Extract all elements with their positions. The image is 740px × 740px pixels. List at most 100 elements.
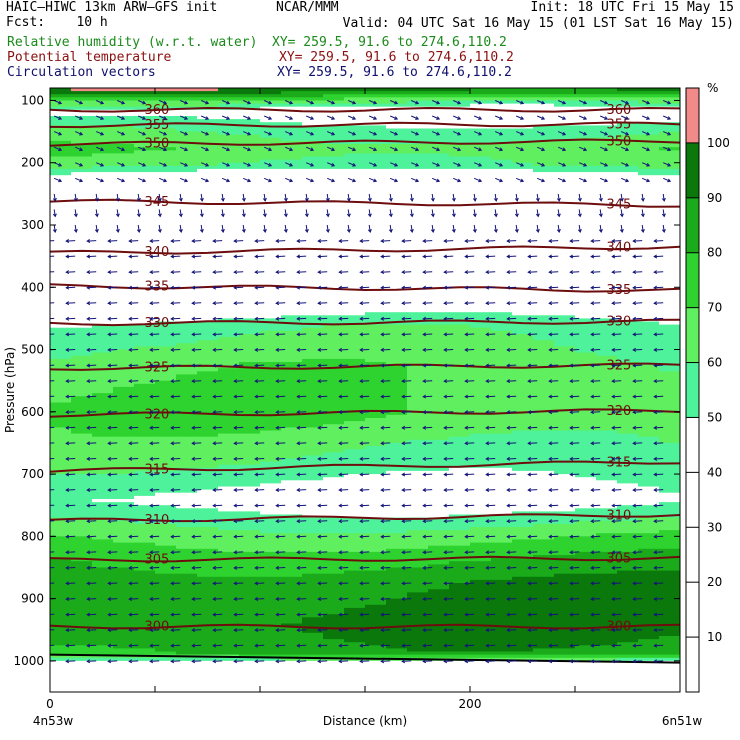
rh-cell — [638, 558, 660, 562]
rh-cell — [302, 598, 324, 603]
rh-cell — [134, 408, 156, 413]
rh-cell — [239, 411, 261, 416]
rh-cell — [449, 564, 471, 569]
rh-cell — [596, 153, 618, 158]
rh-shading — [50, 88, 680, 692]
rh-cell — [134, 305, 156, 310]
rh-cell — [449, 175, 471, 179]
rh-cell — [239, 474, 261, 478]
rh-cell — [71, 246, 93, 251]
rh-cell — [344, 545, 366, 550]
rh-cell — [512, 128, 534, 133]
rh-cell — [71, 112, 93, 117]
rh-cell — [428, 390, 450, 394]
rh-cell — [176, 430, 198, 435]
rh-cell — [281, 536, 303, 540]
rh-cell — [554, 181, 576, 186]
rh-cell — [134, 548, 156, 553]
rh-cell — [197, 94, 219, 98]
rh-cell — [512, 458, 534, 463]
rh-cell — [491, 436, 513, 441]
rh-cell — [260, 533, 282, 537]
rh-cell — [428, 355, 450, 360]
rh-cell — [323, 159, 345, 164]
rh-cell — [428, 228, 450, 232]
rh-cell — [239, 449, 261, 453]
rh-cell — [113, 523, 135, 528]
rh-cell — [449, 405, 471, 410]
rh-cell — [470, 259, 492, 263]
rh-cell — [617, 277, 639, 282]
rh-cell — [344, 97, 366, 101]
rh-cell — [344, 256, 366, 260]
rh-cell — [113, 94, 135, 98]
field-xy-theta: XY= 259.5, 91.6 to 274.6,110.2 — [279, 50, 514, 65]
rh-cell — [218, 408, 240, 413]
rh-cell — [533, 442, 555, 447]
rh-cell — [617, 103, 639, 108]
rh-cell — [281, 153, 303, 158]
rh-cell — [449, 489, 471, 494]
rh-cell — [113, 511, 135, 516]
rh-cell — [218, 598, 240, 603]
rh-cell — [92, 502, 114, 506]
rh-cell — [596, 346, 618, 351]
rh-cell — [407, 153, 429, 158]
rh-cell — [596, 91, 618, 95]
rh-cell — [428, 545, 450, 550]
rh-cell — [386, 293, 408, 298]
rh-cell — [92, 172, 114, 176]
rh-cell — [365, 88, 387, 92]
rh-cell — [407, 243, 429, 248]
rh-cell — [428, 399, 450, 403]
rh-cell — [617, 436, 639, 441]
rh-cell — [323, 271, 345, 276]
rh-cell — [596, 436, 618, 441]
rh-cell — [638, 477, 660, 481]
rh-cell — [155, 153, 177, 158]
rh-cell — [239, 91, 261, 95]
rh-cell — [50, 371, 72, 375]
rh-cell — [659, 592, 680, 597]
rh-cell — [155, 262, 177, 267]
rh-cell — [71, 277, 93, 282]
rh-cell — [197, 399, 219, 403]
rh-cell — [386, 330, 408, 335]
rh-cell — [302, 231, 324, 235]
rh-cell — [470, 253, 492, 257]
rh-cell — [302, 181, 324, 186]
org-label: NCAR/MMM — [276, 0, 339, 15]
rh-cell — [449, 181, 471, 186]
rh-cell — [239, 527, 261, 531]
rh-cell — [344, 271, 366, 276]
rh-cell — [71, 458, 93, 463]
rh-cell — [596, 520, 618, 525]
rh-cell — [113, 452, 135, 456]
rh-cell — [596, 268, 618, 273]
rh-cell — [155, 144, 177, 148]
rh-cell — [596, 446, 618, 450]
rh-cell — [554, 168, 576, 173]
rh-cell — [617, 225, 639, 229]
rh-cell — [176, 246, 198, 251]
rh-cell — [470, 165, 492, 170]
rh-cell — [638, 109, 660, 114]
rh-cell — [113, 274, 135, 279]
rh-cell — [344, 259, 366, 263]
rh-cell — [596, 305, 618, 310]
rh-cell — [554, 483, 576, 488]
rh-cell — [71, 91, 93, 95]
rh-cell — [386, 144, 408, 148]
rh-cell — [71, 433, 93, 438]
rh-cell — [155, 324, 177, 329]
rh-cell — [197, 215, 219, 220]
rh-cell — [638, 358, 660, 363]
rh-cell — [134, 455, 156, 460]
rh-cell — [554, 203, 576, 207]
rh-cell — [113, 492, 135, 497]
rh-cell — [659, 474, 680, 478]
rh-cell — [617, 592, 639, 597]
rh-cell — [323, 592, 345, 597]
rh-cell — [344, 302, 366, 307]
rh-cell — [533, 371, 555, 375]
